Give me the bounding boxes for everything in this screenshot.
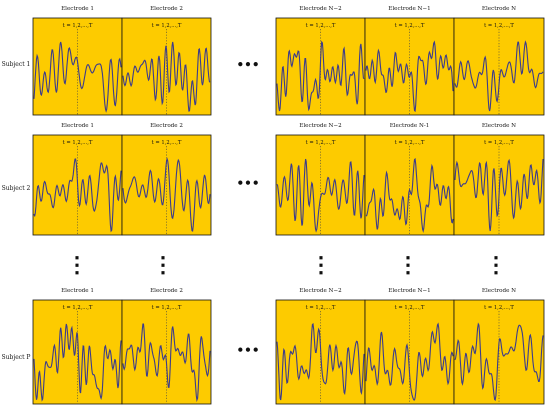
electrode-panel: Electrode N t = 1,2,...,T bbox=[453, 288, 545, 405]
time-index-label: t = 1,2,...,T bbox=[484, 140, 514, 146]
electrode-panel: Electrode N−1 t = 1,2,...,T bbox=[364, 288, 455, 405]
vertical-ellipsis: ⋮ bbox=[310, 252, 332, 278]
electrode-label: Electrode 1 bbox=[61, 6, 94, 12]
eeg-signal-trace bbox=[33, 158, 122, 233]
electrode-label: Electrode N−2 bbox=[299, 123, 342, 129]
time-index-label: t = 1,2,...,T bbox=[306, 23, 336, 29]
vertical-ellipsis: ⋮ bbox=[66, 252, 88, 278]
electrode-plot-area bbox=[453, 299, 545, 405]
eeg-signal-trace bbox=[454, 322, 544, 402]
subject-label: Subject P bbox=[2, 354, 31, 361]
eeg-signal-trace bbox=[454, 40, 544, 112]
electrode-panel: Electrode N t = 1,2,...,T bbox=[453, 6, 545, 116]
horizontal-ellipsis: ••• bbox=[236, 57, 259, 71]
electrode-panel: Electrode 2 t = 1,2,...,T bbox=[121, 288, 212, 405]
electrode-label: Electrode N−1 bbox=[388, 288, 430, 294]
time-index-label: t = 1,2,...,T bbox=[395, 305, 425, 311]
eeg-signal-trace bbox=[122, 41, 211, 112]
vertical-ellipsis: ⋮ bbox=[152, 252, 174, 278]
electrode-label: Electrode N bbox=[482, 123, 516, 129]
eeg-signal-trace bbox=[276, 158, 365, 233]
electrode-panel: Electrode 2 t = 1,2,...,T bbox=[121, 6, 212, 116]
electrode-label: Electrode 2 bbox=[150, 288, 183, 294]
time-index-label: t = 1,2,...,T bbox=[395, 23, 425, 29]
electrode-panel: Electrode 1 t = 1,2,...,T bbox=[32, 6, 123, 116]
horizontal-ellipsis: ••• bbox=[236, 343, 259, 357]
electrode-label: Electrode N−2 bbox=[299, 6, 342, 12]
vertical-ellipsis: ⋮ bbox=[485, 252, 507, 278]
electrode-panel: Electrode 1 t = 1,2,...,T bbox=[32, 123, 123, 236]
time-index-label: t = 1,2,...,T bbox=[152, 305, 182, 311]
electrode-panel: Electrode 2 t = 1,2,...,T bbox=[121, 123, 212, 236]
eeg-signal-trace bbox=[122, 157, 211, 232]
electrode-plot-area bbox=[121, 299, 212, 405]
electrode-panel: Electrode N−2 t = 1,2,...,T bbox=[275, 123, 366, 236]
time-index-label: t = 1,2,...,T bbox=[63, 305, 93, 311]
electrode-label: Electrode N-1 bbox=[390, 123, 430, 129]
eeg-signal-trace bbox=[33, 41, 122, 113]
eeg-signal-trace bbox=[365, 40, 454, 113]
electrode-panel: Electrode N−2 t = 1,2,...,T bbox=[275, 6, 366, 116]
electrode-panel: Electrode 1 t = 1,2,...,T bbox=[32, 288, 123, 405]
eeg-signal-trace bbox=[365, 157, 454, 234]
electrode-label: Electrode N−1 bbox=[388, 6, 430, 12]
electrode-panel: Electrode N-1 t = 1,2,...,T bbox=[364, 123, 455, 236]
electrode-label: Electrode N bbox=[482, 288, 516, 294]
electrode-panel: Electrode N−2 t = 1,2,...,T bbox=[275, 288, 366, 405]
electrode-label: Electrode 2 bbox=[150, 6, 183, 12]
subject-label: Subject 2 bbox=[2, 185, 31, 192]
time-index-label: t = 1,2,...,T bbox=[484, 305, 514, 311]
electrode-label: Electrode 1 bbox=[61, 123, 94, 129]
electrode-label: Electrode 2 bbox=[150, 123, 183, 129]
eeg-signal-trace bbox=[365, 322, 454, 401]
electrode-label: Electrode N−2 bbox=[299, 288, 342, 294]
time-index-label: t = 1,2,...,T bbox=[63, 140, 93, 146]
time-index-label: t = 1,2,...,T bbox=[306, 140, 336, 146]
time-index-label: t = 1,2,...,T bbox=[484, 23, 514, 29]
electrode-panel: Electrode N−1 t = 1,2,...,T bbox=[364, 6, 455, 116]
time-index-label: t = 1,2,...,T bbox=[152, 140, 182, 146]
time-index-label: t = 1,2,...,T bbox=[63, 23, 93, 29]
electrode-panel: Electrode N t = 1,2,...,T bbox=[453, 123, 545, 236]
time-index-label: t = 1,2,...,T bbox=[152, 23, 182, 29]
eeg-signal-trace bbox=[276, 40, 365, 112]
eeg-signal-trace bbox=[276, 322, 365, 401]
eeg-signal-trace bbox=[122, 323, 211, 403]
time-index-label: t = 1,2,...,T bbox=[306, 305, 336, 311]
vertical-ellipsis: ⋮ bbox=[397, 252, 419, 278]
subject-label: Subject 1 bbox=[2, 61, 31, 68]
horizontal-ellipsis: ••• bbox=[236, 176, 259, 190]
time-index-label: t = 1,2,...,T bbox=[395, 140, 425, 146]
eeg-signal-trace bbox=[33, 323, 122, 402]
electrode-label: Electrode N bbox=[482, 6, 516, 12]
eeg-signal-trace bbox=[454, 158, 544, 232]
electrode-plot-area bbox=[32, 299, 123, 405]
electrode-label: Electrode 1 bbox=[61, 288, 94, 294]
